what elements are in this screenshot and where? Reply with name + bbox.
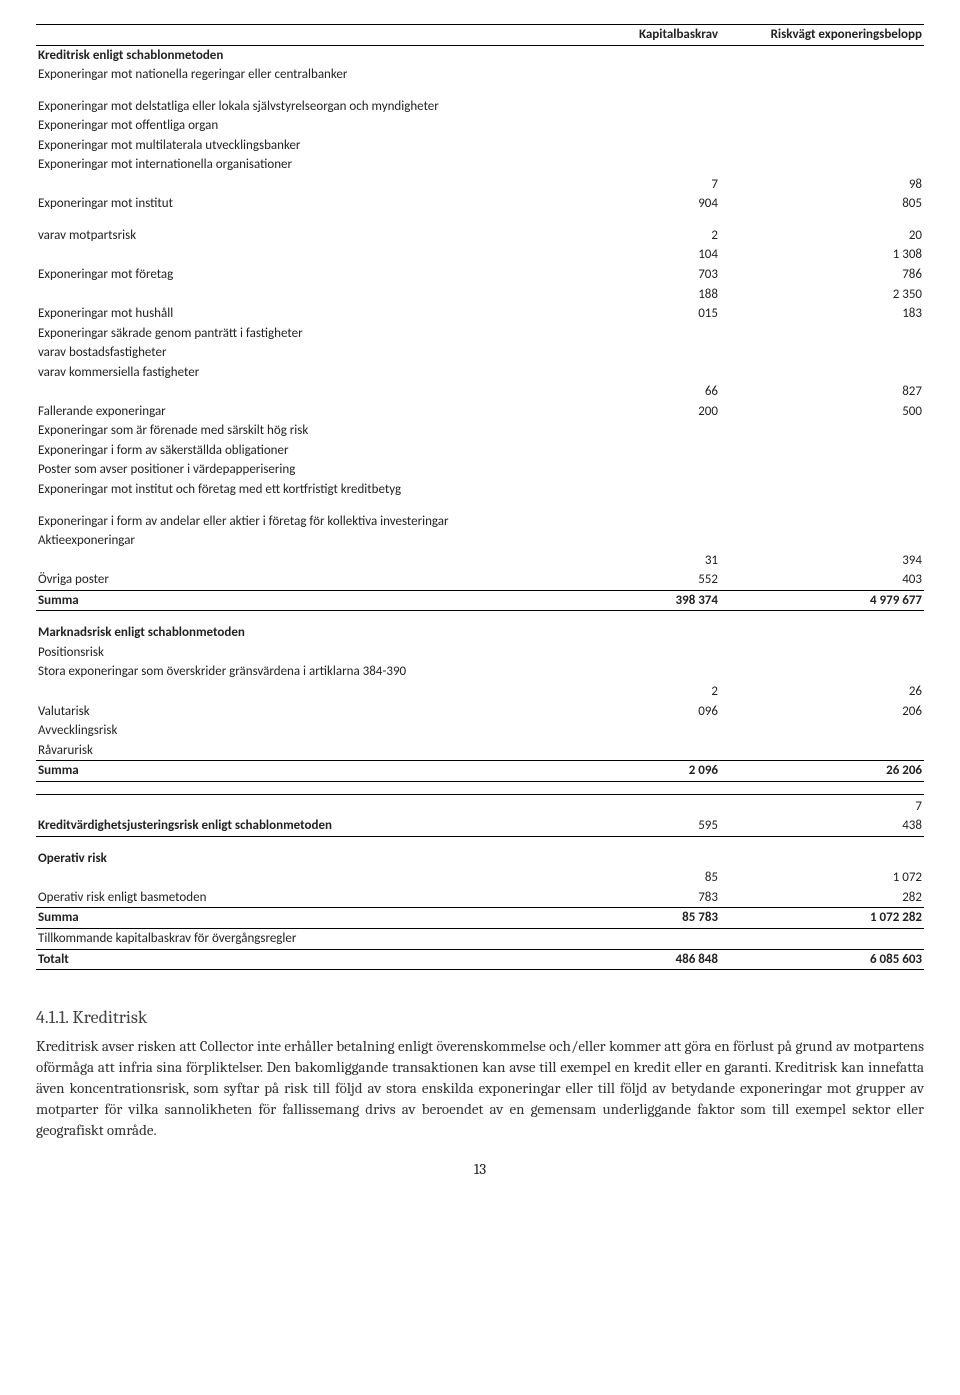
sectA-r13-v2a: 827 (720, 382, 924, 402)
sectA-r14-v2: 500 (720, 402, 924, 422)
sectA-r8-v2a: 786 (720, 265, 924, 285)
capital-requirements-table: Kapitalbaskrav Riskvägt exponeringsbelop… (36, 24, 924, 970)
page-number: 13 (36, 1159, 924, 1179)
sectA-r7-v1a: 2 (576, 226, 720, 246)
sectB-r3-v1b: 096 (576, 702, 720, 722)
sectB-r3-v2b: 206 (720, 702, 924, 722)
sectA-r6-v2b: 805 (720, 194, 924, 214)
sectA-r5: Exponeringar mot internationella organis… (36, 155, 576, 175)
sectA-r21-v2: 403 (720, 570, 924, 590)
sectB-r3-v2a: 26 (720, 682, 924, 702)
sectA-title: Kreditrisk enligt schablonmetoden (36, 45, 576, 65)
sectA-r8-v1b: 188 (576, 285, 720, 305)
sectA-r3: Exponeringar mot offentliga organ (36, 116, 576, 136)
sectD-row-v2a: 1 072 (720, 868, 924, 888)
body-paragraph: Kreditrisk avser risken att Collector in… (36, 1036, 924, 1141)
sectA-r12: varav kommersiella fastigheter (36, 363, 576, 383)
sectA-r9-label: Exponeringar mot hushåll (36, 304, 576, 324)
sectD-sum-label: Summa (36, 908, 576, 929)
sectA-r7-v2a: 20 (720, 226, 924, 246)
sectD-row-v1a: 85 (576, 868, 720, 888)
sectA-r13-v1a: 66 (576, 382, 720, 402)
sectA-r17: Poster som avser positioner i värdepappe… (36, 460, 576, 480)
sectA-r6-v1b: 904 (576, 194, 720, 214)
sectA-r20-label: Aktieexponeringar (36, 531, 576, 551)
sectB-r3-v1a: 2 (576, 682, 720, 702)
sectA-r18: Exponeringar mot institut och företag me… (36, 480, 576, 500)
sectA-r2: Exponeringar mot delstatliga eller lokal… (36, 97, 576, 117)
sectA-sum-v2: 4 979 677 (720, 590, 924, 611)
sectA-r21-v1: 552 (576, 570, 720, 590)
sectD-total-label: Totalt (36, 949, 576, 970)
sectC-v1: 595 (576, 816, 720, 836)
sectA-r7-v2b: 1 308 (720, 245, 924, 265)
sectC-v2b: 438 (720, 816, 924, 836)
sectB-title: Marknadsrisk enligt schablonmetoden (36, 623, 576, 643)
sectD-total-v1: 486 848 (576, 949, 720, 970)
sectB-r2: Stora exponeringar som överskrider gräns… (36, 662, 576, 682)
sectD-title: Operativ risk (36, 849, 576, 869)
sectA-sum-v1: 398 374 (576, 590, 720, 611)
sectA-r10: Exponeringar säkrade genom panträtt i fa… (36, 324, 576, 344)
sectD-row-v2b: 282 (720, 888, 924, 908)
sectA-r6-v2a: 98 (720, 175, 924, 195)
sectC-v2a: 7 (720, 797, 924, 817)
sectA-r8-v2b: 2 350 (720, 285, 924, 305)
sectA-r9-v2: 183 (720, 304, 924, 324)
section-heading: 4.1.1. Kreditrisk (36, 1006, 924, 1030)
sectD-extra: Tillkommande kapitalbaskrav för övergång… (36, 928, 576, 949)
sectA-r16: Exponeringar i form av säkerställda obli… (36, 441, 576, 461)
sectA-r1: Exponeringar mot nationella regeringar e… (36, 65, 576, 85)
sectA-sum-label: Summa (36, 590, 576, 611)
sectA-r4: Exponeringar mot multilaterala utvecklin… (36, 136, 576, 156)
sectB-r5: Råvarurisk (36, 741, 576, 761)
sectB-r3-label: Valutarisk (36, 702, 576, 722)
sectD-row-label: Operativ risk enligt basmetoden (36, 888, 576, 908)
sectA-r20-v2a: 394 (720, 551, 924, 571)
sectA-r21-label: Övriga poster (36, 570, 576, 590)
sectA-r9-v1: 015 (576, 304, 720, 324)
sectD-row-v1b: 783 (576, 888, 720, 908)
sectA-r6-v1a: 7 (576, 175, 720, 195)
col-header-1: Kapitalbaskrav (576, 25, 720, 46)
sectA-r11: varav bostadsfastigheter (36, 343, 576, 363)
sectC-label: Kreditvärdighetsjusteringsrisk enligt sc… (36, 816, 576, 836)
sectA-r8-label: Exponeringar mot företag (36, 265, 576, 285)
sectA-r6-label: Exponeringar mot institut (36, 194, 576, 214)
sectA-r8-v1a: 703 (576, 265, 720, 285)
sectA-r20-v1a: 31 (576, 551, 720, 571)
sectD-sum-v2: 1 072 282 (720, 908, 924, 929)
sectB-sum-v2: 26 206 (720, 761, 924, 782)
sectA-r14-v1: 200 (576, 402, 720, 422)
sectB-r1: Positionsrisk (36, 643, 576, 663)
col-header-2: Riskvägt exponeringsbelopp (720, 25, 924, 46)
sectB-sum-label: Summa (36, 761, 576, 782)
sectA-r15: Exponeringar som är förenade med särskil… (36, 421, 576, 441)
sectB-sum-v1: 2 096 (576, 761, 720, 782)
sectB-r4: Avvecklingsrisk (36, 721, 576, 741)
sectA-r7-label: varav motpartsrisk (36, 226, 576, 246)
sectD-sum-v1: 85 783 (576, 908, 720, 929)
sectA-r14-label: Fallerande exponeringar (36, 402, 576, 422)
sectD-total-v2: 6 085 603 (720, 949, 924, 970)
sectA-r19: Exponeringar i form av andelar eller akt… (36, 512, 576, 532)
sectA-r7-v1b: 104 (576, 245, 720, 265)
